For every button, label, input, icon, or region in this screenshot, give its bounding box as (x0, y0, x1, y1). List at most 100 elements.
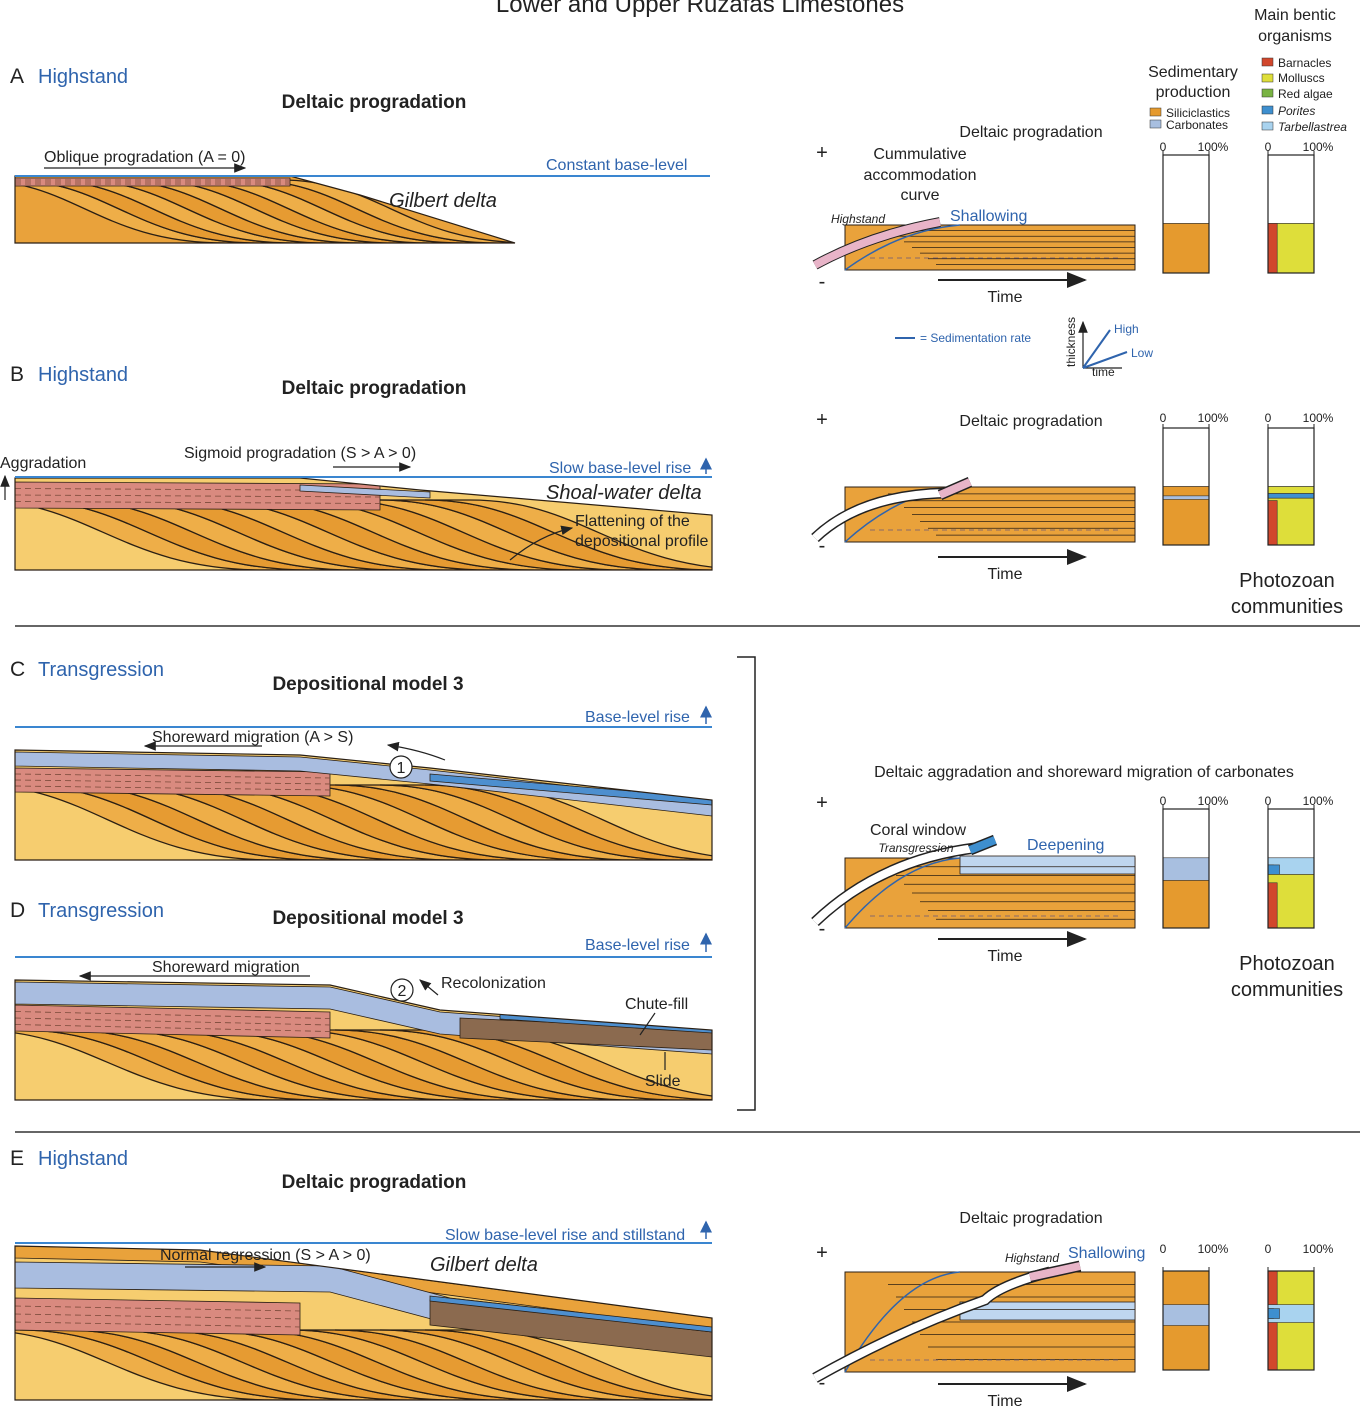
bracket (737, 657, 755, 1110)
column-tick: 0 (1160, 140, 1167, 154)
panel-stage: Highstand (38, 1148, 128, 1170)
panel-letter: E (10, 1147, 24, 1170)
column-segment (1268, 487, 1314, 494)
schemes: Deltaic progradation+-Cummulativeaccommo… (815, 124, 1343, 1409)
column-tick: 100% (1198, 1242, 1229, 1256)
panel-stage: Highstand (38, 66, 128, 88)
scheme-label: curve (900, 187, 939, 204)
column-segment (1163, 223, 1209, 273)
column-segment (1163, 880, 1209, 928)
column-segment (1163, 858, 1209, 881)
legend-swatch (1262, 74, 1273, 82)
time-label: Time (988, 948, 1023, 965)
label: Shoal-water delta (546, 482, 702, 504)
column-segment (1268, 428, 1314, 487)
panel-model: Depositional model 3 (272, 674, 463, 695)
column-tick: 100% (1198, 794, 1229, 808)
curve-end (970, 840, 995, 850)
column-tick: 0 (1265, 1242, 1272, 1256)
panel-letter: C (10, 658, 25, 681)
column-tick: 0 (1160, 1242, 1167, 1256)
label: Shoreward migration (A > S) (152, 729, 353, 746)
label: Slow base-level rise and stillstand (445, 1227, 685, 1244)
legend-title: Sedimentary (1148, 64, 1238, 81)
scheme-label: Deepening (1027, 837, 1104, 854)
rate-low: Low (1131, 346, 1153, 360)
label: depositional profile (575, 533, 709, 550)
time-label: Time (988, 1393, 1023, 1409)
label: Normal regression (S > A > 0) (160, 1247, 371, 1264)
legend-title: production (1156, 84, 1231, 101)
column-segment (1163, 1305, 1209, 1326)
panel-stage: Transgression (38, 659, 164, 681)
rate-high: High (1114, 322, 1139, 336)
scheme-label: Shallowing (1068, 1245, 1145, 1262)
scheme-title: Deltaic progradation (959, 413, 1102, 430)
legend-swatch (1262, 122, 1273, 130)
column-tick: 0 (1160, 411, 1167, 425)
legend-title: Main bentic (1254, 7, 1336, 24)
time-label: Time (988, 566, 1023, 583)
label: Chute-fill (625, 996, 688, 1013)
panel-letter: B (10, 363, 24, 386)
legend-swatch (1150, 120, 1161, 128)
rate-key-label: = Sedimentation rate (920, 331, 1031, 345)
column-tick: 100% (1198, 140, 1229, 154)
column-segment (1268, 155, 1314, 223)
label: Slide (645, 1073, 681, 1090)
title: Lower and Upper Ruzafas Limestones (496, 0, 904, 18)
label: Flattening of the (575, 513, 690, 530)
column-segment (1268, 494, 1314, 499)
scheme-title: Deltaic progradation (959, 124, 1102, 141)
scheme-label: Highstand (1005, 1251, 1059, 1265)
legend-item: Porites (1278, 104, 1315, 118)
legend-swatch (1262, 106, 1273, 114)
panel-letter: A (10, 65, 24, 88)
panel-stage: Highstand (38, 364, 128, 386)
minus-sign: - (819, 271, 826, 293)
scheme-label: Shallowing (950, 208, 1027, 225)
panel-model: Deltaic progradation (282, 1172, 467, 1193)
column-tick: 100% (1303, 411, 1334, 425)
plus-sign: + (816, 142, 828, 164)
plus-sign: + (816, 1242, 828, 1264)
column-segment (1163, 428, 1209, 487)
column-segment (1268, 809, 1314, 858)
scheme-label: Highstand (831, 212, 885, 226)
legend-item: Carbonates (1166, 118, 1228, 132)
label: Aggradation (0, 455, 86, 472)
column-tick: 0 (1160, 794, 1167, 808)
scheme-title: Deltaic progradation (959, 1210, 1102, 1227)
cross-section (0, 176, 715, 243)
scheme-title: Deltaic aggradation and shoreward migrat… (874, 764, 1294, 781)
legend-swatch (1262, 89, 1273, 97)
plus-sign: + (816, 409, 828, 431)
communities-label: Photozoan (1239, 570, 1335, 592)
cross-section (0, 1246, 770, 1400)
legend-item: Barnacles (1278, 56, 1331, 70)
legend-item: Red algae (1278, 87, 1333, 101)
column-segment (1163, 809, 1209, 858)
column-segment (1268, 883, 1277, 928)
column-segment (1163, 496, 1209, 500)
label: Shoreward migration (152, 959, 300, 976)
label: Sigmoid progradation (S > A > 0) (184, 445, 416, 462)
label: Base-level rise (585, 709, 690, 726)
column-tick: 100% (1303, 140, 1334, 154)
legend-item: Tarbellastrea (1278, 120, 1347, 134)
label: Gilbert delta (430, 1254, 538, 1276)
cross-section (0, 750, 770, 860)
column-segment (1163, 487, 1209, 546)
column-tick: 100% (1303, 794, 1334, 808)
label: Base-level rise (585, 937, 690, 954)
legend-swatch (1150, 108, 1161, 116)
column-tick: 100% (1303, 1242, 1334, 1256)
column-segment (1268, 223, 1277, 273)
legend-item: Molluscs (1278, 71, 1325, 85)
label: Slow base-level rise (549, 460, 691, 477)
column-segment (1268, 865, 1280, 875)
column-tick: 0 (1265, 411, 1272, 425)
communities-label: Photozoan (1239, 953, 1335, 975)
communities-label: communities (1231, 979, 1343, 1001)
scheme-label: Coral window (870, 822, 966, 839)
